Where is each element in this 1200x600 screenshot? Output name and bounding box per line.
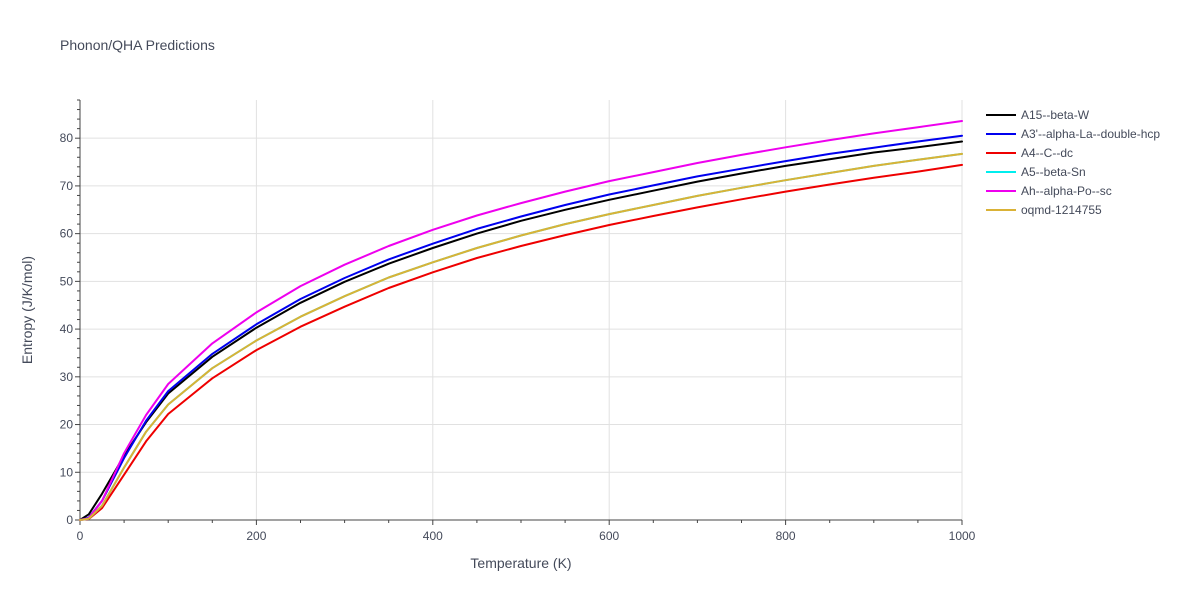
legend-label: Ah--alpha-Po--sc xyxy=(1021,184,1112,198)
series-lines xyxy=(79,120,963,521)
legend-item-5[interactable]: Ah--alpha-Po--sc xyxy=(986,184,1112,198)
chart-title: Phonon/QHA Predictions xyxy=(60,37,215,53)
y-axis-label: Entropy (J/K/mol) xyxy=(19,256,35,364)
y-tick-label: 60 xyxy=(60,227,74,241)
x-axis-label: Temperature (K) xyxy=(470,555,571,571)
legend-item-2[interactable]: A3'--alpha-La--double-hcp xyxy=(986,127,1160,141)
legend-item-3[interactable]: A4--C--dc xyxy=(986,146,1073,160)
legend-label: A15--beta-W xyxy=(1021,108,1090,122)
legend-label: A3'--alpha-La--double-hcp xyxy=(1021,127,1160,141)
y-tick-label: 40 xyxy=(60,322,74,336)
legend-item-6[interactable]: oqmd-1214755 xyxy=(986,203,1102,217)
series-line-1 xyxy=(79,140,963,521)
tick-labels: 0 200 400 600 800 1000 0 10 20 30 40 50 60 70 80 xyxy=(60,131,976,543)
legend-item-1[interactable]: A15--beta-W xyxy=(986,108,1090,122)
legend-item-4[interactable]: A5--beta-Sn xyxy=(986,165,1086,179)
x-tick-label: 1000 xyxy=(949,529,976,543)
legend[interactable]: A15--beta-W A3'--alpha-La--double-hcp A4--… xyxy=(986,108,1160,217)
x-tick-label: 600 xyxy=(599,529,619,543)
x-tick-label: 800 xyxy=(776,529,796,543)
y-tick-label: 70 xyxy=(60,179,74,193)
y-tick-label: 20 xyxy=(60,418,74,432)
y-tick-label: 50 xyxy=(60,274,74,288)
series-line-3 xyxy=(79,163,963,521)
y-tick-label: 30 xyxy=(60,370,74,384)
y-tick-label: 10 xyxy=(60,465,74,479)
x-tick-label: 400 xyxy=(423,529,443,543)
grid xyxy=(80,100,963,520)
series-line-6 xyxy=(79,152,963,521)
y-tick-label: 0 xyxy=(66,513,73,527)
x-tick-label: 200 xyxy=(246,529,266,543)
legend-label: oqmd-1214755 xyxy=(1021,203,1102,217)
series-line-4 xyxy=(79,152,963,521)
legend-label: A5--beta-Sn xyxy=(1021,165,1086,179)
axes xyxy=(75,99,963,525)
x-tick-label: 0 xyxy=(77,529,84,543)
series-line-2 xyxy=(79,134,963,521)
y-tick-label: 80 xyxy=(60,131,74,145)
series-line-5 xyxy=(79,120,963,521)
legend-label: A4--C--dc xyxy=(1021,146,1073,160)
